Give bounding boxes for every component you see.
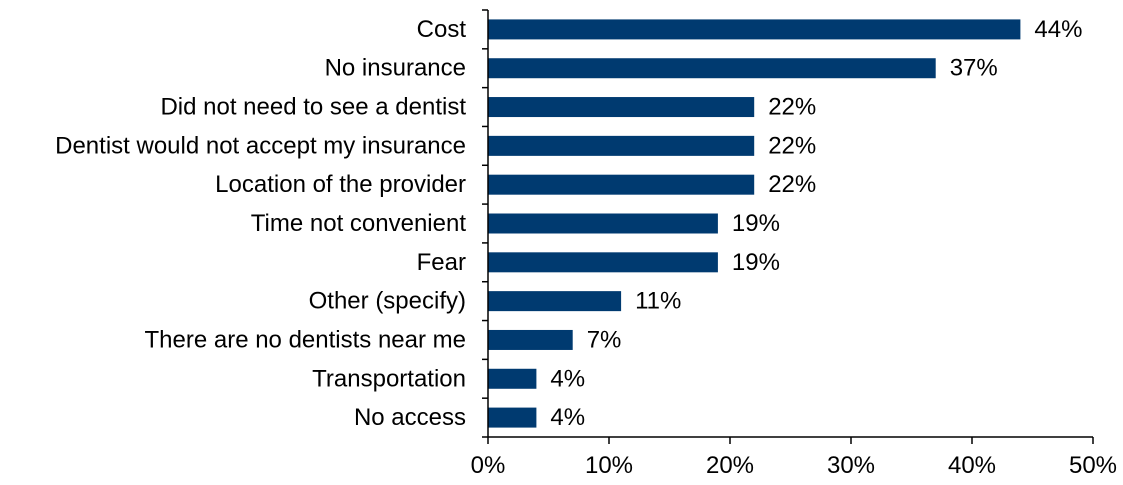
x-tick-label-1: 10% [585, 452, 633, 479]
bar-3 [488, 135, 755, 156]
x-tick-label-4: 40% [948, 452, 996, 479]
category-label-6: Fear [417, 249, 466, 276]
x-tick-label-0: 0% [471, 452, 506, 479]
x-tick-label-2: 20% [706, 452, 754, 479]
value-label-7: 11% [635, 288, 681, 315]
value-label-3: 22% [768, 132, 816, 159]
category-label-1: No insurance [325, 55, 466, 82]
x-tick-label-5: 50% [1069, 452, 1117, 479]
value-label-9: 4% [550, 365, 585, 392]
bar-7 [488, 291, 622, 312]
category-label-10: No access [354, 404, 466, 431]
value-label-0: 44% [1034, 16, 1082, 43]
category-label-8: There are no dentists near me [144, 326, 466, 353]
bar-10 [488, 407, 537, 428]
category-label-2: Did not need to see a dentist [160, 94, 466, 121]
category-labels-group: Cost No insurance Did not need to see a de… [55, 16, 466, 431]
bar-0 [488, 19, 1021, 40]
value-label-4: 22% [768, 171, 816, 198]
bars-group [488, 19, 1021, 428]
bar-6 [488, 252, 718, 273]
x-tick-label-3: 30% [827, 452, 875, 479]
category-label-9: Transportation [312, 365, 466, 392]
value-label-10: 4% [550, 404, 585, 431]
value-label-6: 19% [732, 249, 780, 276]
bar-4 [488, 174, 755, 195]
value-label-5: 19% [732, 210, 780, 237]
bar-2 [488, 97, 755, 118]
value-label-8: 7% [587, 326, 622, 353]
bar-9 [488, 368, 537, 389]
category-label-7: Other (specify) [309, 288, 466, 315]
bar-1 [488, 58, 936, 79]
category-label-3: Dentist would not accept my insurance [55, 132, 466, 159]
bar-8 [488, 329, 573, 350]
bar-5 [488, 213, 718, 234]
category-label-0: Cost [417, 16, 467, 43]
x-axis: 0% 10% 20% 30% 40% 50% [471, 9, 1117, 479]
category-label-4: Location of the provider [215, 171, 466, 198]
value-label-1: 37% [950, 55, 998, 82]
value-labels-group: 44%37%22%22%22%19%19%11%7%4%4% [550, 16, 1082, 431]
value-label-2: 22% [768, 94, 816, 121]
category-label-5: Time not convenient [251, 210, 467, 237]
